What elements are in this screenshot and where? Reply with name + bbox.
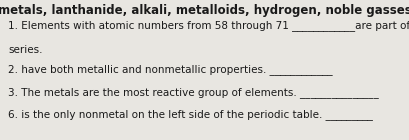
- Text: series.: series.: [8, 45, 43, 55]
- Text: 3. The metals are the most reactive group of elements. _______________: 3. The metals are the most reactive grou…: [8, 87, 379, 98]
- Text: 2. have both metallic and nonmetallic properties. ____________: 2. have both metallic and nonmetallic pr…: [8, 64, 333, 75]
- Text: 1. Elements with atomic numbers from 58 through 71 ____________are part of the: 1. Elements with atomic numbers from 58 …: [8, 20, 409, 31]
- Text: 6. is the only nonmetal on the left side of the periodic table. _________: 6. is the only nonmetal on the left side…: [8, 109, 373, 120]
- Text: metals, lanthanide, alkali, metalloids, hydrogen, noble gasses: metals, lanthanide, alkali, metalloids, …: [0, 4, 409, 17]
